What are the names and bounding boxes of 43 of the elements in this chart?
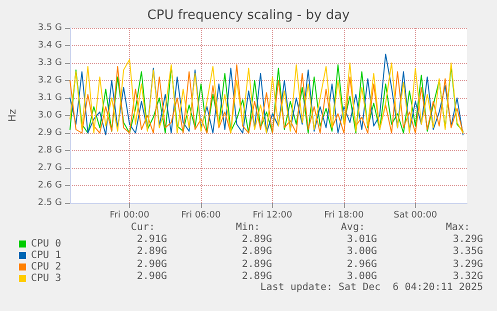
x-tick-label: Fri 12:00 bbox=[252, 210, 292, 220]
text: 2.90G bbox=[136, 258, 167, 270]
text: Last update: Sat Dec 6 04:20:11 2025 bbox=[260, 282, 483, 293]
y-tick-label: 3.3 G bbox=[38, 58, 62, 68]
x-tick-label: Sat 00:00 bbox=[394, 210, 438, 220]
y-tick-label: 3.4 G bbox=[38, 40, 62, 50]
text: 2.91G bbox=[136, 234, 167, 245]
text: 2.96G bbox=[346, 258, 377, 270]
text: 2.89G bbox=[136, 246, 167, 258]
text: 2.89G bbox=[242, 270, 272, 282]
legend-label: CPU 3 bbox=[31, 273, 62, 284]
x-tick-label: Fri 00:00 bbox=[110, 210, 150, 220]
y-tick-label: 2.9 G bbox=[38, 128, 62, 138]
text: 2.89G bbox=[242, 246, 272, 258]
text: Avg: bbox=[340, 222, 365, 233]
y-tick-label: 2.6 G bbox=[38, 180, 62, 190]
text: 3.32G bbox=[452, 270, 483, 282]
text: 2.89G bbox=[242, 258, 272, 270]
text: Max: bbox=[446, 222, 470, 233]
y-tick-label: 3.1 G bbox=[38, 93, 62, 103]
y-tick-label: 2.8 G bbox=[38, 146, 62, 156]
legend-label: CPU 1 bbox=[31, 250, 62, 261]
y-tick-label: 3.5 G bbox=[38, 23, 62, 33]
chart-title: CPU frequency scaling - by day bbox=[147, 8, 350, 23]
text: 2.90G bbox=[136, 270, 167, 282]
y-tick-label: 2.7 G bbox=[38, 163, 62, 173]
text: 3.35G bbox=[452, 246, 483, 258]
text: 3.00G bbox=[346, 270, 377, 282]
legend-label: CPU 2 bbox=[31, 262, 62, 272]
y-axis-title: Hz bbox=[8, 109, 18, 122]
x-tick-label: Fri 06:00 bbox=[181, 210, 222, 220]
text: 3.29G bbox=[452, 234, 483, 245]
y-tick-label: 3.0 G bbox=[38, 110, 62, 120]
text: 3.29G bbox=[452, 258, 483, 270]
text: 2.89G bbox=[242, 234, 272, 245]
text: Cur: bbox=[130, 222, 155, 233]
text: 3.00G bbox=[346, 246, 377, 258]
text: 3.01G bbox=[346, 234, 377, 245]
legend-label: CPU 0 bbox=[31, 238, 62, 250]
y-tick-label: 3.2 G bbox=[38, 76, 62, 86]
text: Min: bbox=[236, 222, 260, 233]
x-tick-label: Fri 18:00 bbox=[324, 210, 364, 220]
y-tick-label: 2.5 G bbox=[38, 198, 62, 208]
